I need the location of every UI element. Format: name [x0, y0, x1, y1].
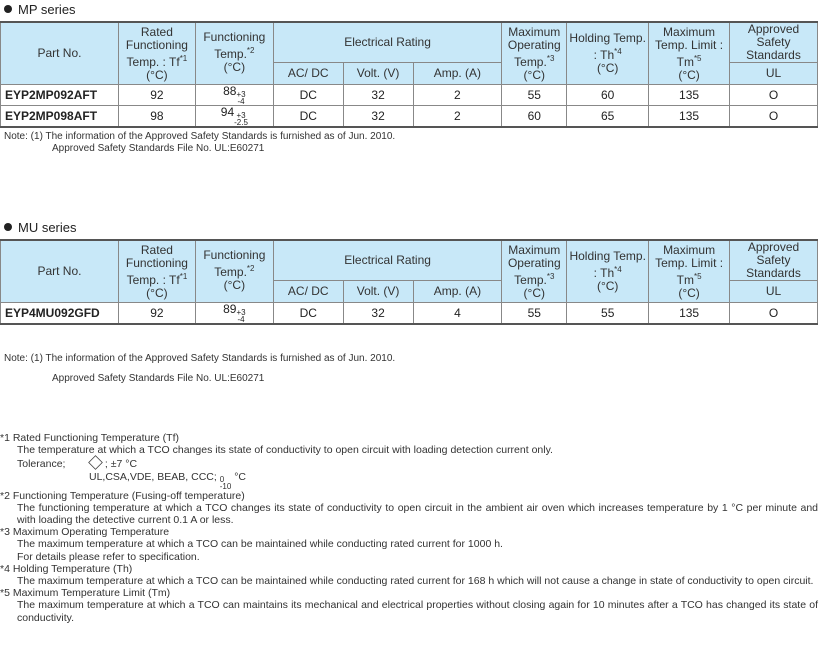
- max-temp-limit: 135: [648, 105, 731, 128]
- part-number: EYP2MP092AFT: [0, 84, 119, 106]
- acdc: DC: [272, 105, 344, 128]
- volt: 32: [342, 302, 414, 325]
- max-operating-temp: 55: [501, 302, 568, 325]
- table-row: EYP4MU092GFD 92 89 +3 -4 DC 32 4 55 55 135…: [0, 302, 818, 325]
- header-acdc: AC/ DC: [272, 280, 344, 303]
- part-number: EYP2MP098AFT: [0, 105, 119, 128]
- mu-note: Note: (1) The information of the Approve…: [4, 353, 396, 384]
- header-functioning-temp: Functioning Temp.*2 (°C): [194, 21, 274, 85]
- header-part-no: Part No.: [0, 21, 119, 85]
- table-row: EYP2MP098AFT 98 94 +3 -2.5 DC 32 2 60 65 1…: [0, 105, 818, 128]
- header-functioning-temp: Functioning Temp.*2 (°C): [194, 239, 274, 303]
- header-volt: Volt. (V): [342, 280, 414, 303]
- header-max-operating: Maximum Operating Temp.*3 (°C): [501, 21, 568, 85]
- holding-temp: 55: [566, 302, 650, 325]
- max-operating-temp: 55: [501, 84, 568, 106]
- header-approved-standards: Approved Safety Standards: [729, 21, 818, 63]
- header-max-temp-limit: Maximum Temp. Limit : Tm*5 (°C): [648, 239, 731, 303]
- header-rated-temp: Rated Functioning Temp. : Tf*1 (°C): [117, 21, 196, 85]
- footnotes: *1 Rated Functioning Temperature (Tf) Th…: [0, 432, 818, 624]
- holding-temp: 65: [566, 105, 650, 128]
- rated-temp: 98: [117, 105, 196, 128]
- max-temp-limit: 135: [648, 84, 731, 106]
- max-temp-limit: 135: [648, 302, 731, 325]
- header-max-operating: Maximum Operating Temp.*3 (°C): [501, 239, 568, 303]
- amp: 2: [412, 84, 503, 106]
- header-holding-temp: Holding Temp. : Th*4 (°C): [566, 239, 650, 303]
- holding-temp: 60: [566, 84, 650, 106]
- acdc: DC: [272, 302, 344, 325]
- volt: 32: [342, 84, 414, 106]
- table-row: EYP2MP092AFT 92 88 +3 -4 DC 32 2 55 60 135…: [0, 84, 818, 106]
- header-approved-standards: Approved Safety Standards: [729, 239, 818, 281]
- header-amp: Amp. (A): [412, 280, 503, 303]
- rated-temp: 92: [117, 302, 196, 325]
- part-number: EYP4MU092GFD: [0, 302, 119, 325]
- amp: 2: [412, 105, 503, 128]
- header-acdc: AC/ DC: [272, 62, 344, 85]
- volt: 32: [342, 105, 414, 128]
- mp-series-title: MP series: [4, 2, 76, 17]
- mu-series-table: Part No. Rated Functioning Temp. : Tf*1(…: [0, 239, 818, 325]
- header-part-no: Part No.: [0, 239, 119, 303]
- header-ul: UL: [729, 280, 818, 303]
- header-amp: Amp. (A): [412, 62, 503, 85]
- header-electrical-rating: Electrical Rating: [272, 21, 503, 63]
- functioning-temp: 89 +3 -4: [194, 302, 274, 325]
- header-electrical-rating: Electrical Rating: [272, 239, 503, 281]
- header-holding-temp: Holding Temp. : Th*4 (°C): [566, 21, 650, 85]
- mu-series-title: MU series: [4, 220, 77, 235]
- header-ul: UL: [729, 62, 818, 85]
- ul-approved: O: [729, 105, 818, 128]
- acdc: DC: [272, 84, 344, 106]
- safety-mark-icon: [88, 455, 103, 471]
- ul-approved: O: [729, 302, 818, 325]
- header-rated-temp: Rated Functioning Temp. : Tf*1 (°C): [117, 239, 196, 303]
- mp-series-table: Part No. Rated Functioning Temp. : Tf*1(…: [0, 21, 818, 128]
- header-volt: Volt. (V): [342, 62, 414, 85]
- functioning-temp: 88 +3 -4: [194, 84, 274, 106]
- amp: 4: [412, 302, 503, 325]
- ul-approved: O: [729, 84, 818, 106]
- header-max-temp-limit: Maximum Temp. Limit : Tm*5 (°C): [648, 21, 731, 85]
- functioning-temp: 94 +3 -2.5: [194, 105, 274, 128]
- rated-temp: 92: [117, 84, 196, 106]
- max-operating-temp: 60: [501, 105, 568, 128]
- mp-note: Note: (1) The information of the Approve…: [4, 131, 396, 154]
